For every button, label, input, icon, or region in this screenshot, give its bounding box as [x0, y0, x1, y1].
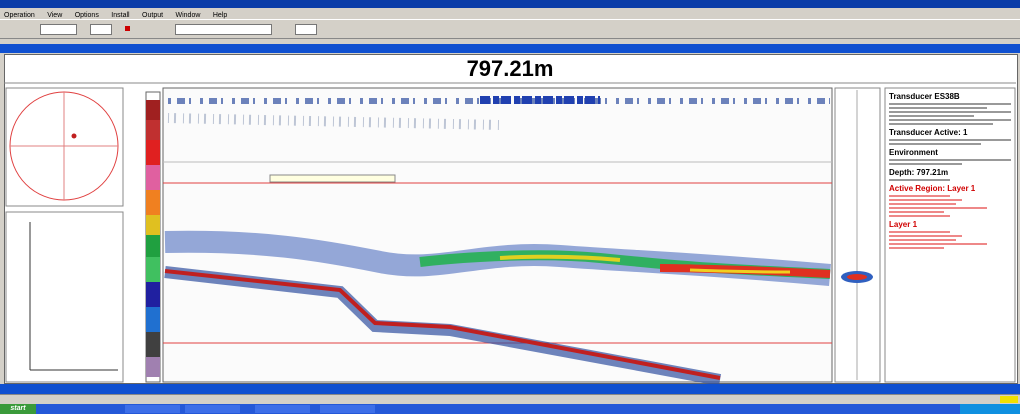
plot-panel	[5, 211, 124, 383]
color-scale	[145, 91, 161, 383]
scattering-layer	[164, 230, 831, 286]
menu-item[interactable]: Install	[111, 12, 130, 19]
menu-item[interactable]: Output	[142, 12, 164, 19]
ping-echo-core	[847, 274, 867, 280]
mode-select[interactable]	[295, 24, 317, 35]
info-heading: Environment	[889, 148, 938, 157]
toolbar	[0, 19, 1020, 39]
seabed	[164, 266, 722, 386]
menu-item[interactable]: View	[47, 12, 63, 19]
menu-item[interactable]: Options	[74, 12, 99, 19]
status-bar	[0, 394, 1020, 404]
surface-noise	[167, 96, 830, 130]
taskbar: start	[0, 404, 1020, 414]
task-button[interactable]	[320, 405, 375, 413]
depth-readout: 797.21m	[466, 56, 554, 81]
info-heading: Transducer ES38B	[889, 92, 960, 101]
info-heading: Active Region: Layer 1	[889, 184, 976, 193]
menu-item[interactable]: Window	[175, 12, 201, 19]
tray	[960, 404, 1020, 414]
start-button[interactable]: start	[0, 404, 36, 414]
toolbar-field[interactable]	[40, 24, 77, 35]
echogram-title-bar	[0, 44, 1020, 53]
app-title-bar	[0, 0, 1020, 8]
menu-bar: Operation View Options Install Output Wi…	[4, 8, 235, 19]
target-dot	[71, 133, 77, 139]
info-heading: Layer 1	[889, 220, 918, 229]
status-indicator	[1000, 396, 1018, 403]
tooltip	[269, 174, 396, 183]
menu-item[interactable]: Help	[212, 12, 228, 19]
info-heading: Depth: 797.21m	[889, 168, 949, 177]
toolbar-field[interactable]	[90, 24, 112, 35]
task-button[interactable]	[185, 405, 240, 413]
menu-item[interactable]: Operation	[4, 12, 35, 19]
task-button[interactable]	[125, 405, 180, 413]
task-button[interactable]	[255, 405, 310, 413]
info-heading: Transducer Active: 1	[889, 128, 968, 137]
info-panel: Transducer ES38B Transducer Active: 1 En…	[889, 89, 1011, 251]
tab-bar	[0, 384, 1020, 394]
channel-select[interactable]	[175, 24, 272, 35]
record-button[interactable]	[125, 26, 130, 31]
